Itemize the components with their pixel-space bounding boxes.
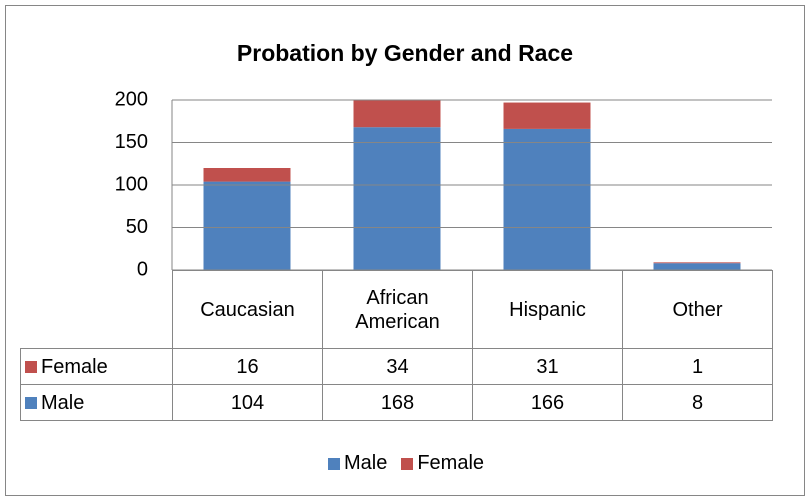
y-tick-label: 200 [115,88,148,110]
table-series-name: Male [41,391,85,414]
table-value-text: 8 [691,391,704,414]
table-value-text: 1 [691,355,704,378]
category-label-text: Hispanic [509,298,586,321]
table-value-text: 16 [236,355,259,378]
y-tick-label: 0 [137,258,148,280]
category-label: Hispanic [472,270,623,349]
table-value: 16 [172,348,323,385]
table-value: 8 [622,384,773,421]
legend-key [25,360,37,373]
legend-label: Female [417,452,485,474]
legend-key [25,396,37,409]
bar-segment [653,262,741,264]
bar-segment [353,100,441,128]
y-tick-label: 50 [126,216,148,238]
table-value: 1 [622,348,773,385]
table-value: 104 [172,384,323,421]
category-label-text: Caucasian [200,298,295,321]
table-value-text: 34 [386,355,409,378]
chart-title: Probation by Gender and Race [237,40,573,66]
bar-segment [653,263,741,270]
bar-segment [353,127,441,270]
category-label: Caucasian [172,270,323,349]
category-label: Other [622,270,773,349]
category-label-text: Other [672,298,723,321]
y-tick-label: 100 [115,173,148,195]
bar-segment [203,168,291,182]
legend-key [327,457,340,470]
y-tick-label: 150 [115,131,148,153]
table-value-text: 31 [536,355,559,378]
table-value: 166 [472,384,623,421]
legend-label: Male [343,452,388,474]
legend-item: Male [327,452,388,475]
bar-segment [503,102,591,129]
category-label: African American [322,270,473,349]
table-series-header: Female [20,348,173,385]
legend-item: Female [401,452,484,475]
category-label-text: African American [355,286,440,333]
legend: Male Female [0,452,812,475]
chart-border [5,5,805,496]
table-series-header: Male [20,384,173,421]
table-value: 34 [322,348,473,385]
table-value-text: 166 [530,391,565,414]
table-series-name: Female [41,355,108,378]
table-value-text: 104 [230,391,265,414]
bar-segment [203,181,291,270]
table-value: 31 [472,348,623,385]
legend-key [401,457,414,470]
table-value-text: 168 [380,391,415,414]
table-value: 168 [322,384,473,421]
bar-segment [503,128,591,270]
